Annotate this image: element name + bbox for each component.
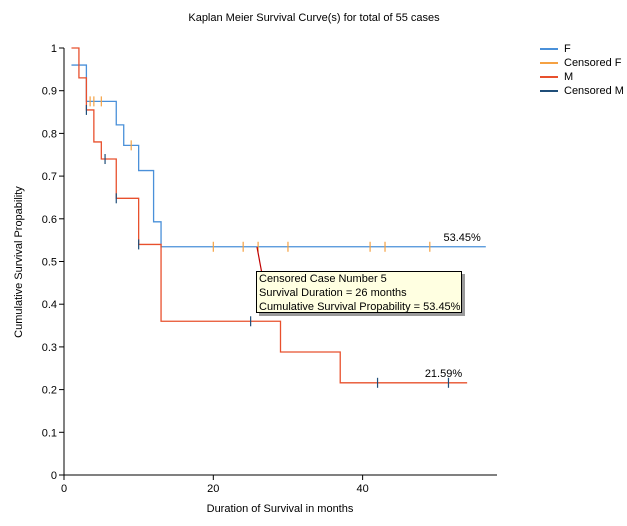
legend-label: Censored F	[564, 57, 622, 69]
y-tick-label: 0.5	[42, 257, 57, 269]
series-line	[71, 47, 468, 384]
legend-swatch	[540, 62, 558, 64]
legend-item[interactable]: F	[540, 42, 624, 56]
chart-title: Kaplan Meier Survival Curve(s) for total…	[188, 12, 440, 24]
tooltip-line: Survival Duration = 26 months	[259, 287, 407, 299]
y-tick-label: 0.8	[42, 128, 57, 140]
series-layer: 53.45% 21.59%	[71, 47, 486, 388]
end-value-label: 53.45%	[443, 232, 481, 244]
series-F: 53.45%	[71, 64, 486, 252]
legend-swatch	[540, 48, 558, 50]
legend-item[interactable]: Censored F	[540, 56, 624, 70]
x-tick-label: 40	[356, 483, 368, 495]
legend-label: Censored M	[564, 85, 624, 97]
legend-label: F	[564, 43, 571, 55]
legend-swatch	[540, 90, 558, 92]
x-tick-label: 20	[207, 483, 219, 495]
legend-item[interactable]: M	[540, 70, 624, 84]
legend-label: M	[564, 71, 574, 83]
end-value-label: 21.59%	[425, 368, 463, 380]
tooltip-pointer	[256, 246, 263, 275]
y-tick-label: 1	[51, 43, 57, 55]
series-M: 21.59%	[71, 47, 468, 388]
y-tick-label: 0.9	[42, 86, 57, 98]
series-line	[71, 64, 486, 248]
y-tick-label: 0.6	[42, 214, 57, 226]
legend-swatch	[540, 76, 558, 78]
axes: 0 0.1 0.2 0.3 0.4 0.5 0.6 0.7 0.8 0.9 1 0 20 40	[42, 43, 497, 495]
tooltip-line: Censored Case Number 5	[259, 273, 387, 285]
y-axis-label: Cumulative Survival Propability	[13, 186, 25, 338]
legend: F Censored F M Censored M	[540, 42, 624, 98]
y-tick-label: 0.7	[42, 171, 57, 183]
tooltip: Censored Case Number 5 Survival Duration…	[256, 271, 462, 313]
y-tick-label: 0.2	[42, 385, 57, 397]
y-tick-label: 0.1	[42, 427, 57, 439]
y-tick-label: 0	[51, 470, 57, 482]
tooltip-line: Cumulative Survival Propability = 53.45%	[259, 301, 461, 313]
y-tick-label: 0.4	[42, 299, 57, 311]
y-tick-label: 0.3	[42, 342, 57, 354]
x-tick-label: 0	[61, 483, 67, 495]
legend-item[interactable]: Censored M	[540, 84, 624, 98]
x-axis-label: Duration of Survival in months	[207, 503, 354, 515]
